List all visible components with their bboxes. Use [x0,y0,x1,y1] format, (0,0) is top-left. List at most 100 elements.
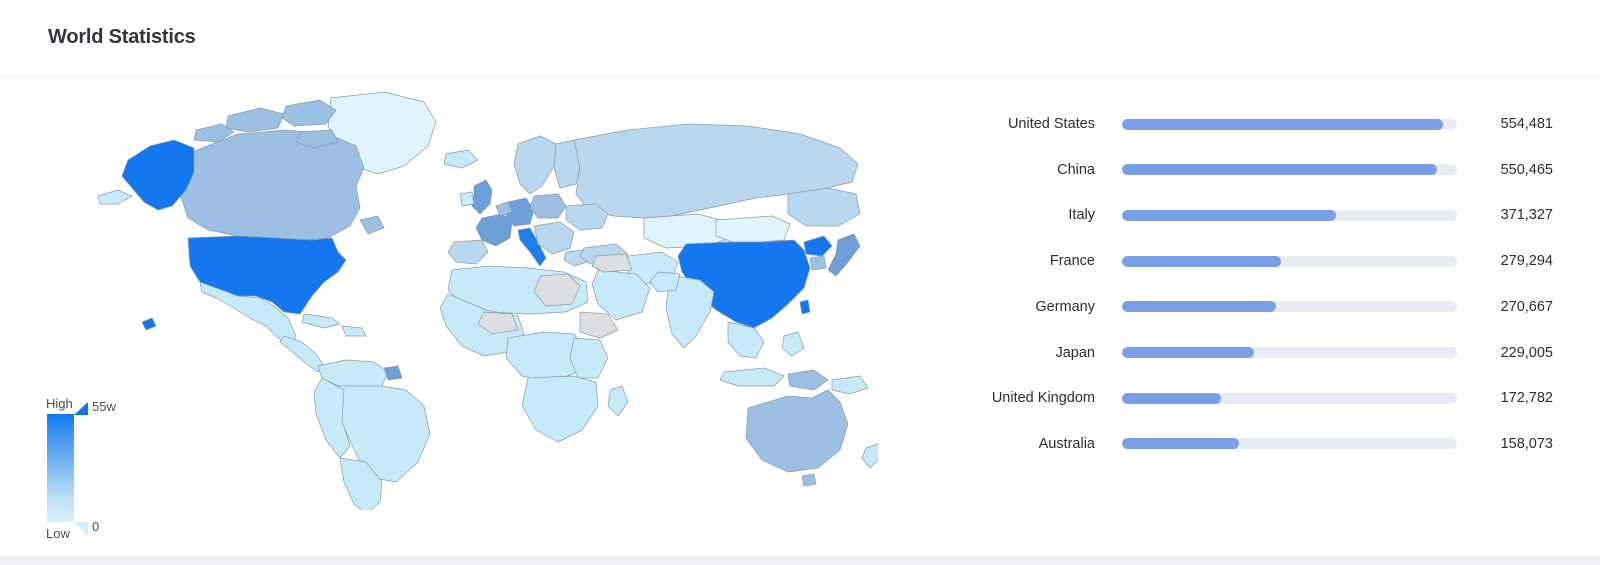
bar-row[interactable]: United Kingdom 172,782 [960,385,1600,411]
country-canada[interactable] [179,129,365,241]
country-east-africa[interactable] [569,337,609,379]
bar-row-label: Australia [1038,435,1095,452]
country-south-korea[interactable] [809,255,827,271]
country-australia[interactable] [745,389,849,473]
bar-row-value: 550,465 [1500,161,1553,178]
bar-fill [1122,164,1437,176]
country-united-states-alaska[interactable] [121,139,195,211]
legend-min-value: 0 [92,519,100,534]
country-spain[interactable] [447,239,489,265]
bar-fill [1122,347,1255,358]
bar-row[interactable]: Italy 371,327 [960,202,1600,228]
bar-row-label: United Kingdom [991,390,1095,407]
bar-row-label: Germany [1035,298,1095,315]
country-canada-arctic-2[interactable] [281,99,337,127]
legend-gradient-bar [47,414,74,522]
country-madagascar[interactable] [607,385,629,417]
page-title: World Statistics [48,26,196,48]
bar-track [1122,392,1457,404]
country-saudi-arabia[interactable] [591,269,651,321]
bar-row[interactable]: France 279,294 [960,248,1600,274]
country-philippines[interactable] [781,331,805,357]
country-horn-of-africa[interactable] [579,311,619,339]
bar-row[interactable]: Australia 158,073 [960,431,1600,457]
country-india[interactable] [665,275,715,349]
card-header: World Statistics [0,0,1600,77]
country-sahel[interactable] [477,311,519,335]
bar-row-label: France [1049,253,1095,270]
country-japan[interactable] [827,233,861,277]
country-guyana[interactable] [383,365,403,381]
bar-track [1122,438,1457,450]
country-iraq-syria[interactable] [591,253,633,273]
country-aleutian-islands[interactable] [97,189,133,205]
country-canada-newfoundland[interactable] [359,215,385,235]
country-france[interactable] [475,213,513,247]
country-poland[interactable] [529,193,567,219]
country-north-korea[interactable] [803,235,833,257]
bar-row[interactable]: Japan 229,005 [960,340,1600,366]
bar-fill [1122,209,1337,221]
country-benelux[interactable] [495,201,513,217]
world-map[interactable] [88,90,878,510]
country-russia-east[interactable] [787,187,861,227]
bar-track [1122,164,1457,176]
bar-track [1122,255,1457,267]
country-tasmania[interactable] [801,473,817,487]
bar-track [1122,209,1457,221]
bar-row-value: 279,294 [1500,253,1553,270]
country-taiwan[interactable] [799,299,811,315]
bar-row-label: Japan [1055,344,1095,361]
country-ireland[interactable] [459,191,475,207]
country-norway-sweden[interactable] [513,135,557,195]
country-italy[interactable] [517,227,547,267]
country-southeast-asia[interactable] [727,321,765,359]
bar-row[interactable]: China 550,465 [960,157,1600,183]
bar-fill [1122,255,1282,267]
country-papua-new-guinea[interactable] [831,375,869,395]
country-united-kingdom[interactable] [471,179,493,215]
bar-fill [1122,438,1240,450]
country-libya-egypt[interactable] [533,273,581,307]
country-ukraine[interactable] [565,203,609,231]
country-germany[interactable] [505,197,535,227]
legend-low-label: Low [46,526,70,541]
bar-row[interactable]: United States 554,481 [960,111,1600,137]
bar-row-label: Italy [1068,207,1095,224]
legend-max-value: 55w [92,399,116,414]
country-hispaniola[interactable] [341,325,367,337]
country-mongolia[interactable] [715,215,791,245]
country-ranking-bar-list: United States 554,481 China 550,465 Italy 371… [960,78,1600,556]
map-legend: High 55w 0 Low [44,396,174,546]
legend-high-label: High [46,396,73,411]
country-indonesia-1[interactable] [719,367,785,387]
map-panel: High 55w 0 Low [0,78,960,556]
country-cuba[interactable] [301,313,341,329]
bar-fill [1122,301,1277,313]
country-indonesia-2[interactable] [787,369,829,391]
country-new-zealand[interactable] [861,443,878,469]
bar-row-value: 371,327 [1500,207,1553,224]
bar-row-value: 270,667 [1500,298,1553,315]
legend-max-marker-icon [74,402,88,415]
bar-row[interactable]: Germany 270,667 [960,294,1600,320]
bar-row-value: 229,005 [1500,344,1553,361]
bar-row-value: 158,073 [1500,435,1553,452]
country-kazakhstan[interactable] [643,213,733,249]
bar-row-value: 554,481 [1500,116,1553,132]
bar-row-value: 172,782 [1500,390,1553,407]
country-austria-balkans[interactable] [533,221,575,255]
country-argentina-chile[interactable] [339,457,383,510]
country-pakistan[interactable] [649,271,681,293]
bar-row-label: China [1057,161,1095,178]
bar-fill [1122,392,1221,404]
country-hawaii[interactable] [141,317,157,331]
country-central-america[interactable] [279,335,325,373]
country-canada-arctic-1[interactable] [225,107,285,133]
card-body: High 55w 0 Low United States 554,481 China… [0,78,1600,556]
country-canada-arctic-3[interactable] [193,123,235,143]
country-iceland[interactable] [443,149,479,169]
country-southern-africa[interactable] [521,375,599,443]
country-canada-arctic-4[interactable] [295,129,339,149]
